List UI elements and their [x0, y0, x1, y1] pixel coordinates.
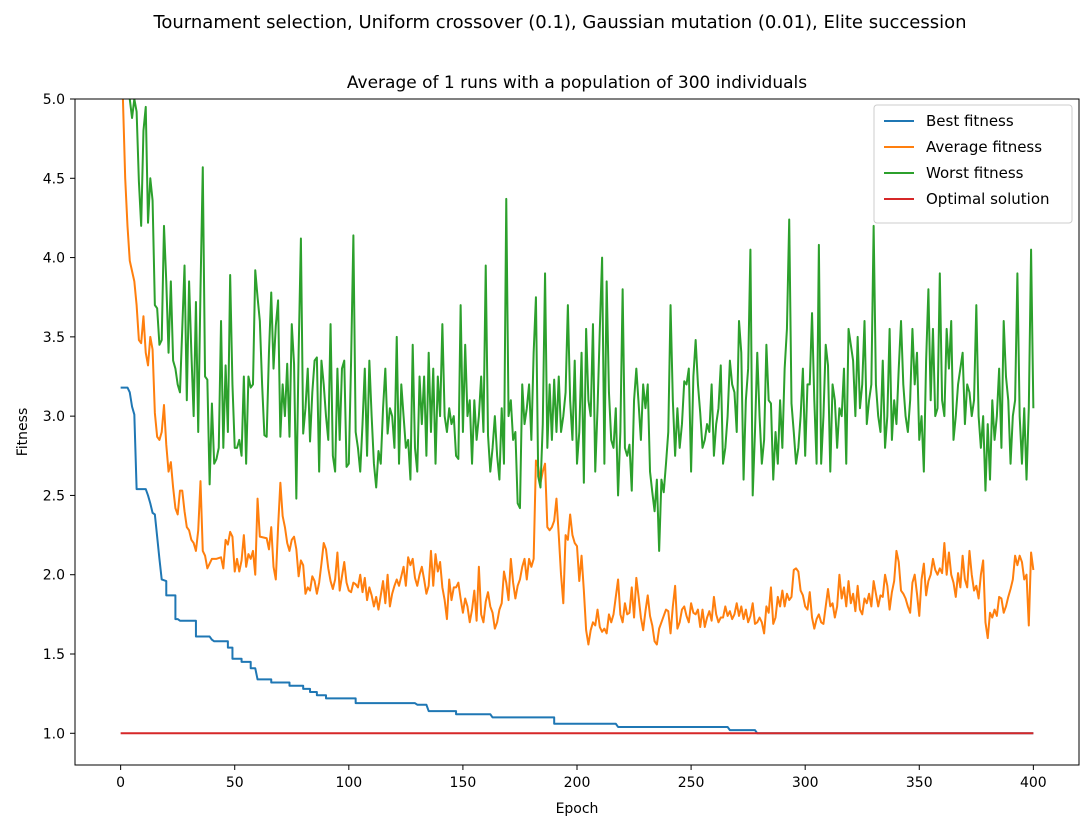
y-axis-label: Fitness	[15, 408, 31, 457]
y-tick-label: 4.5	[43, 171, 65, 187]
series-layer	[120, 99, 1035, 735]
x-tick-label: 400	[1020, 775, 1047, 791]
y-tick-label: 2.0	[43, 568, 65, 584]
x-tick-label: 300	[792, 775, 819, 791]
y-tick-label: 3.5	[43, 330, 65, 346]
chart-title: Average of 1 runs with a population of 3…	[347, 73, 807, 93]
x-tick-label: 350	[906, 775, 933, 791]
x-tick-label: 250	[678, 775, 705, 791]
figure-suptitle: Tournament selection, Uniform crossover …	[152, 12, 966, 33]
x-axis-label: Epoch	[556, 801, 599, 817]
legend: Best fitness Average fitness Worst fitness…	[873, 104, 1073, 224]
x-tick-label: 50	[226, 775, 244, 791]
x-tick-label: 200	[564, 775, 591, 791]
y-tick-label: 1.5	[43, 647, 65, 663]
legend-frame	[873, 104, 1073, 224]
y-tick-label: 2.5	[43, 488, 65, 504]
x-axis: 0 50 100 150 200 250 300 350 400	[116, 765, 1047, 791]
series-line-worst-fitness	[128, 99, 1035, 552]
x-tick-label: 100	[335, 775, 362, 791]
legend-label-best-fitness: Best fitness	[926, 112, 1014, 130]
y-tick-label: 3.0	[43, 409, 65, 425]
y-tick-label: 1.0	[43, 726, 65, 742]
legend-label-optimal-solution: Optimal solution	[926, 190, 1050, 208]
x-tick-label: 150	[450, 775, 477, 791]
y-axis: 1.0 1.5 2.0 2.5 3.0 3.5 4.0 4.5 5.0	[43, 92, 75, 742]
series-line-best-fitness	[120, 386, 1034, 735]
legend-label-average-fitness: Average fitness	[926, 138, 1042, 156]
x-tick-label: 0	[116, 775, 125, 791]
y-tick-label: 4.0	[43, 251, 65, 267]
y-tick-label: 5.0	[43, 92, 65, 108]
legend-label-worst-fitness: Worst fitness	[926, 164, 1024, 182]
series-line-average-fitness	[121, 99, 1035, 646]
